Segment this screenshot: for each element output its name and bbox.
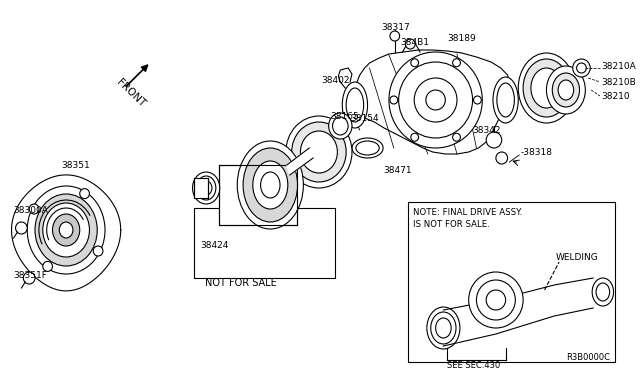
Circle shape — [414, 78, 457, 122]
Circle shape — [411, 133, 419, 141]
Ellipse shape — [300, 131, 337, 173]
Text: IS NOT FOR SALE.: IS NOT FOR SALE. — [413, 220, 490, 229]
Ellipse shape — [431, 312, 456, 344]
Text: R3B0000C: R3B0000C — [566, 353, 610, 362]
Circle shape — [411, 59, 419, 67]
Ellipse shape — [531, 68, 562, 108]
Circle shape — [23, 272, 35, 284]
Ellipse shape — [523, 59, 570, 117]
Ellipse shape — [497, 83, 515, 117]
Text: 38424: 38424 — [200, 241, 228, 250]
Bar — [195, 178, 208, 198]
Text: 38317: 38317 — [381, 22, 410, 32]
Ellipse shape — [253, 161, 288, 209]
Text: 38210B: 38210B — [601, 77, 636, 87]
Polygon shape — [355, 50, 511, 154]
Text: -38318: -38318 — [520, 148, 552, 157]
Ellipse shape — [427, 307, 460, 349]
Ellipse shape — [60, 222, 73, 238]
Text: 38471: 38471 — [383, 166, 412, 174]
Text: FRONT: FRONT — [115, 77, 147, 109]
Ellipse shape — [342, 82, 367, 128]
Ellipse shape — [596, 283, 610, 301]
Text: 38402: 38402 — [321, 76, 349, 84]
Circle shape — [476, 280, 515, 320]
Circle shape — [43, 262, 52, 271]
Text: 38342: 38342 — [472, 125, 501, 135]
Ellipse shape — [346, 88, 364, 122]
Ellipse shape — [518, 53, 575, 123]
Text: 38351F: 38351F — [13, 270, 47, 279]
Ellipse shape — [493, 77, 518, 123]
Circle shape — [406, 39, 415, 49]
Ellipse shape — [52, 214, 80, 246]
Ellipse shape — [260, 172, 280, 198]
Text: NOTE: FINAL DRIVE ASSY.: NOTE: FINAL DRIVE ASSY. — [413, 208, 522, 217]
Circle shape — [80, 189, 90, 199]
Circle shape — [426, 90, 445, 110]
Circle shape — [496, 152, 508, 164]
Text: 38300A: 38300A — [13, 205, 49, 215]
Ellipse shape — [329, 113, 352, 139]
Ellipse shape — [352, 138, 383, 158]
Bar — [408, 202, 614, 362]
Ellipse shape — [286, 116, 352, 188]
Circle shape — [577, 63, 586, 73]
Ellipse shape — [356, 141, 380, 155]
Ellipse shape — [243, 148, 298, 222]
Text: 38210: 38210 — [601, 92, 630, 100]
Polygon shape — [12, 175, 121, 291]
Bar — [219, 165, 296, 225]
Ellipse shape — [547, 66, 586, 114]
Ellipse shape — [436, 318, 451, 338]
Ellipse shape — [196, 176, 216, 200]
Ellipse shape — [333, 117, 348, 135]
Text: SEE SEC.430: SEE SEC.430 — [447, 360, 500, 369]
Ellipse shape — [292, 122, 346, 182]
Circle shape — [474, 96, 481, 104]
Circle shape — [486, 290, 506, 310]
Circle shape — [390, 96, 397, 104]
Ellipse shape — [558, 80, 573, 100]
Text: 384B1: 384B1 — [401, 38, 429, 46]
Circle shape — [452, 133, 460, 141]
Circle shape — [15, 222, 28, 234]
Text: 38189: 38189 — [447, 33, 476, 42]
Ellipse shape — [43, 203, 90, 257]
Ellipse shape — [592, 278, 614, 306]
Text: 38165: 38165 — [331, 112, 359, 121]
Text: WELDING: WELDING — [556, 253, 599, 263]
Bar — [195, 208, 335, 278]
Circle shape — [486, 132, 502, 148]
Circle shape — [468, 272, 523, 328]
Text: NOT FOR SALE: NOT FOR SALE — [205, 278, 277, 288]
Circle shape — [452, 59, 460, 67]
Text: 38154: 38154 — [350, 113, 379, 122]
Circle shape — [29, 204, 39, 214]
Circle shape — [93, 246, 103, 256]
Ellipse shape — [552, 73, 579, 107]
Polygon shape — [287, 148, 313, 175]
Ellipse shape — [193, 172, 220, 204]
Ellipse shape — [28, 186, 105, 274]
Ellipse shape — [35, 194, 97, 266]
Text: 38210A: 38210A — [601, 61, 636, 71]
Circle shape — [573, 59, 590, 77]
Ellipse shape — [237, 141, 303, 229]
Circle shape — [399, 62, 472, 138]
Text: 38351: 38351 — [61, 160, 90, 170]
Circle shape — [389, 52, 483, 148]
Ellipse shape — [200, 181, 212, 195]
Circle shape — [390, 31, 399, 41]
